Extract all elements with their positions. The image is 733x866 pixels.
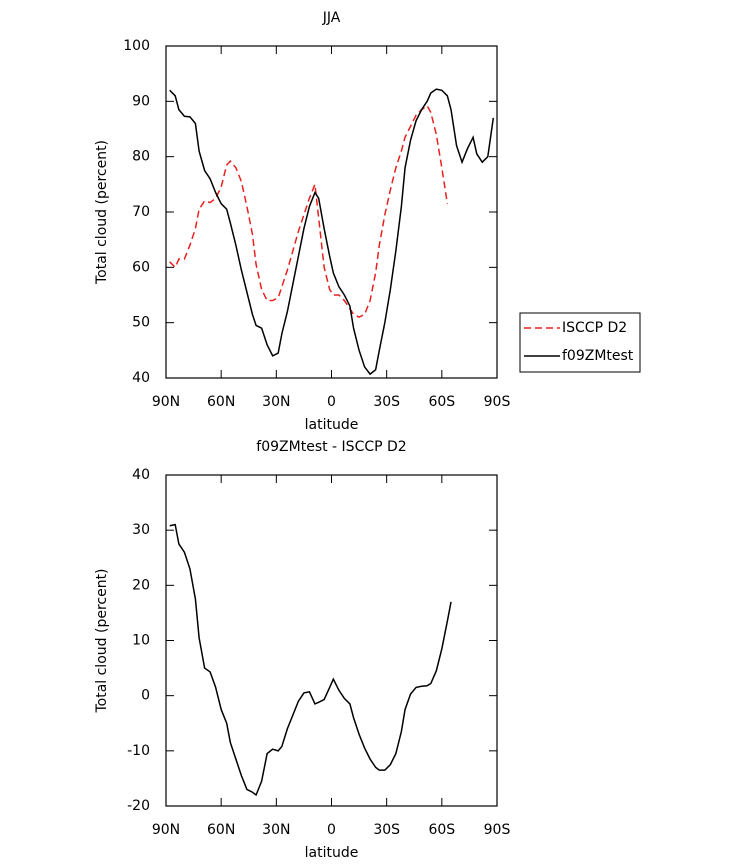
x-tick-label: 30N	[262, 394, 290, 410]
x-tick-label: 30S	[373, 394, 400, 410]
y-tick-label: 50	[132, 315, 150, 331]
y-tick-label: 70	[132, 204, 150, 220]
x-tick-label: 90S	[484, 394, 511, 410]
x-tick-label: 60N	[207, 394, 235, 410]
x-axis-label: latitude	[305, 845, 359, 861]
y-tick-label: 40	[132, 467, 150, 483]
x-tick-label: 30S	[373, 822, 400, 838]
y-tick-label: 60	[132, 259, 150, 275]
x-tick-label: 0	[327, 822, 336, 838]
x-tick-label: 0	[327, 394, 336, 410]
data-line	[169, 88, 495, 376]
y-tick-label: 10	[132, 633, 150, 649]
y-tick-label: 0	[141, 688, 150, 704]
legend-label: f09ZMtest	[562, 348, 634, 364]
data-line	[169, 104, 449, 318]
x-tick-label: 60S	[428, 822, 455, 838]
y-axis-label: Total cloud (percent)	[94, 568, 110, 713]
y-tick-label: 80	[132, 149, 150, 165]
y-tick-label: 90	[132, 93, 150, 109]
y-tick-label: 100	[123, 38, 150, 54]
x-tick-label: 60S	[428, 394, 455, 410]
y-tick-label: 20	[132, 577, 150, 593]
chart-title: f09ZMtest - ISCCP D2	[256, 439, 406, 455]
x-tick-label: 90N	[152, 394, 180, 410]
plot-frame	[165, 45, 498, 379]
data-line	[169, 523, 452, 797]
x-tick-label: 30N	[262, 822, 290, 838]
chart-title: JJA	[322, 10, 341, 26]
legend-label: ISCCP D2	[562, 320, 627, 336]
y-tick-label: -20	[127, 798, 150, 814]
y-axis-label: Total cloud (percent)	[94, 140, 110, 285]
y-tick-label: -10	[127, 743, 150, 759]
legend-box	[519, 312, 641, 373]
x-axis-label: latitude	[305, 417, 359, 433]
y-tick-label: 40	[132, 370, 150, 386]
x-tick-label: 90N	[152, 822, 180, 838]
x-tick-label: 90S	[484, 822, 511, 838]
y-tick-label: 30	[132, 522, 150, 538]
x-tick-label: 60N	[207, 822, 235, 838]
plot-frame	[165, 474, 498, 807]
